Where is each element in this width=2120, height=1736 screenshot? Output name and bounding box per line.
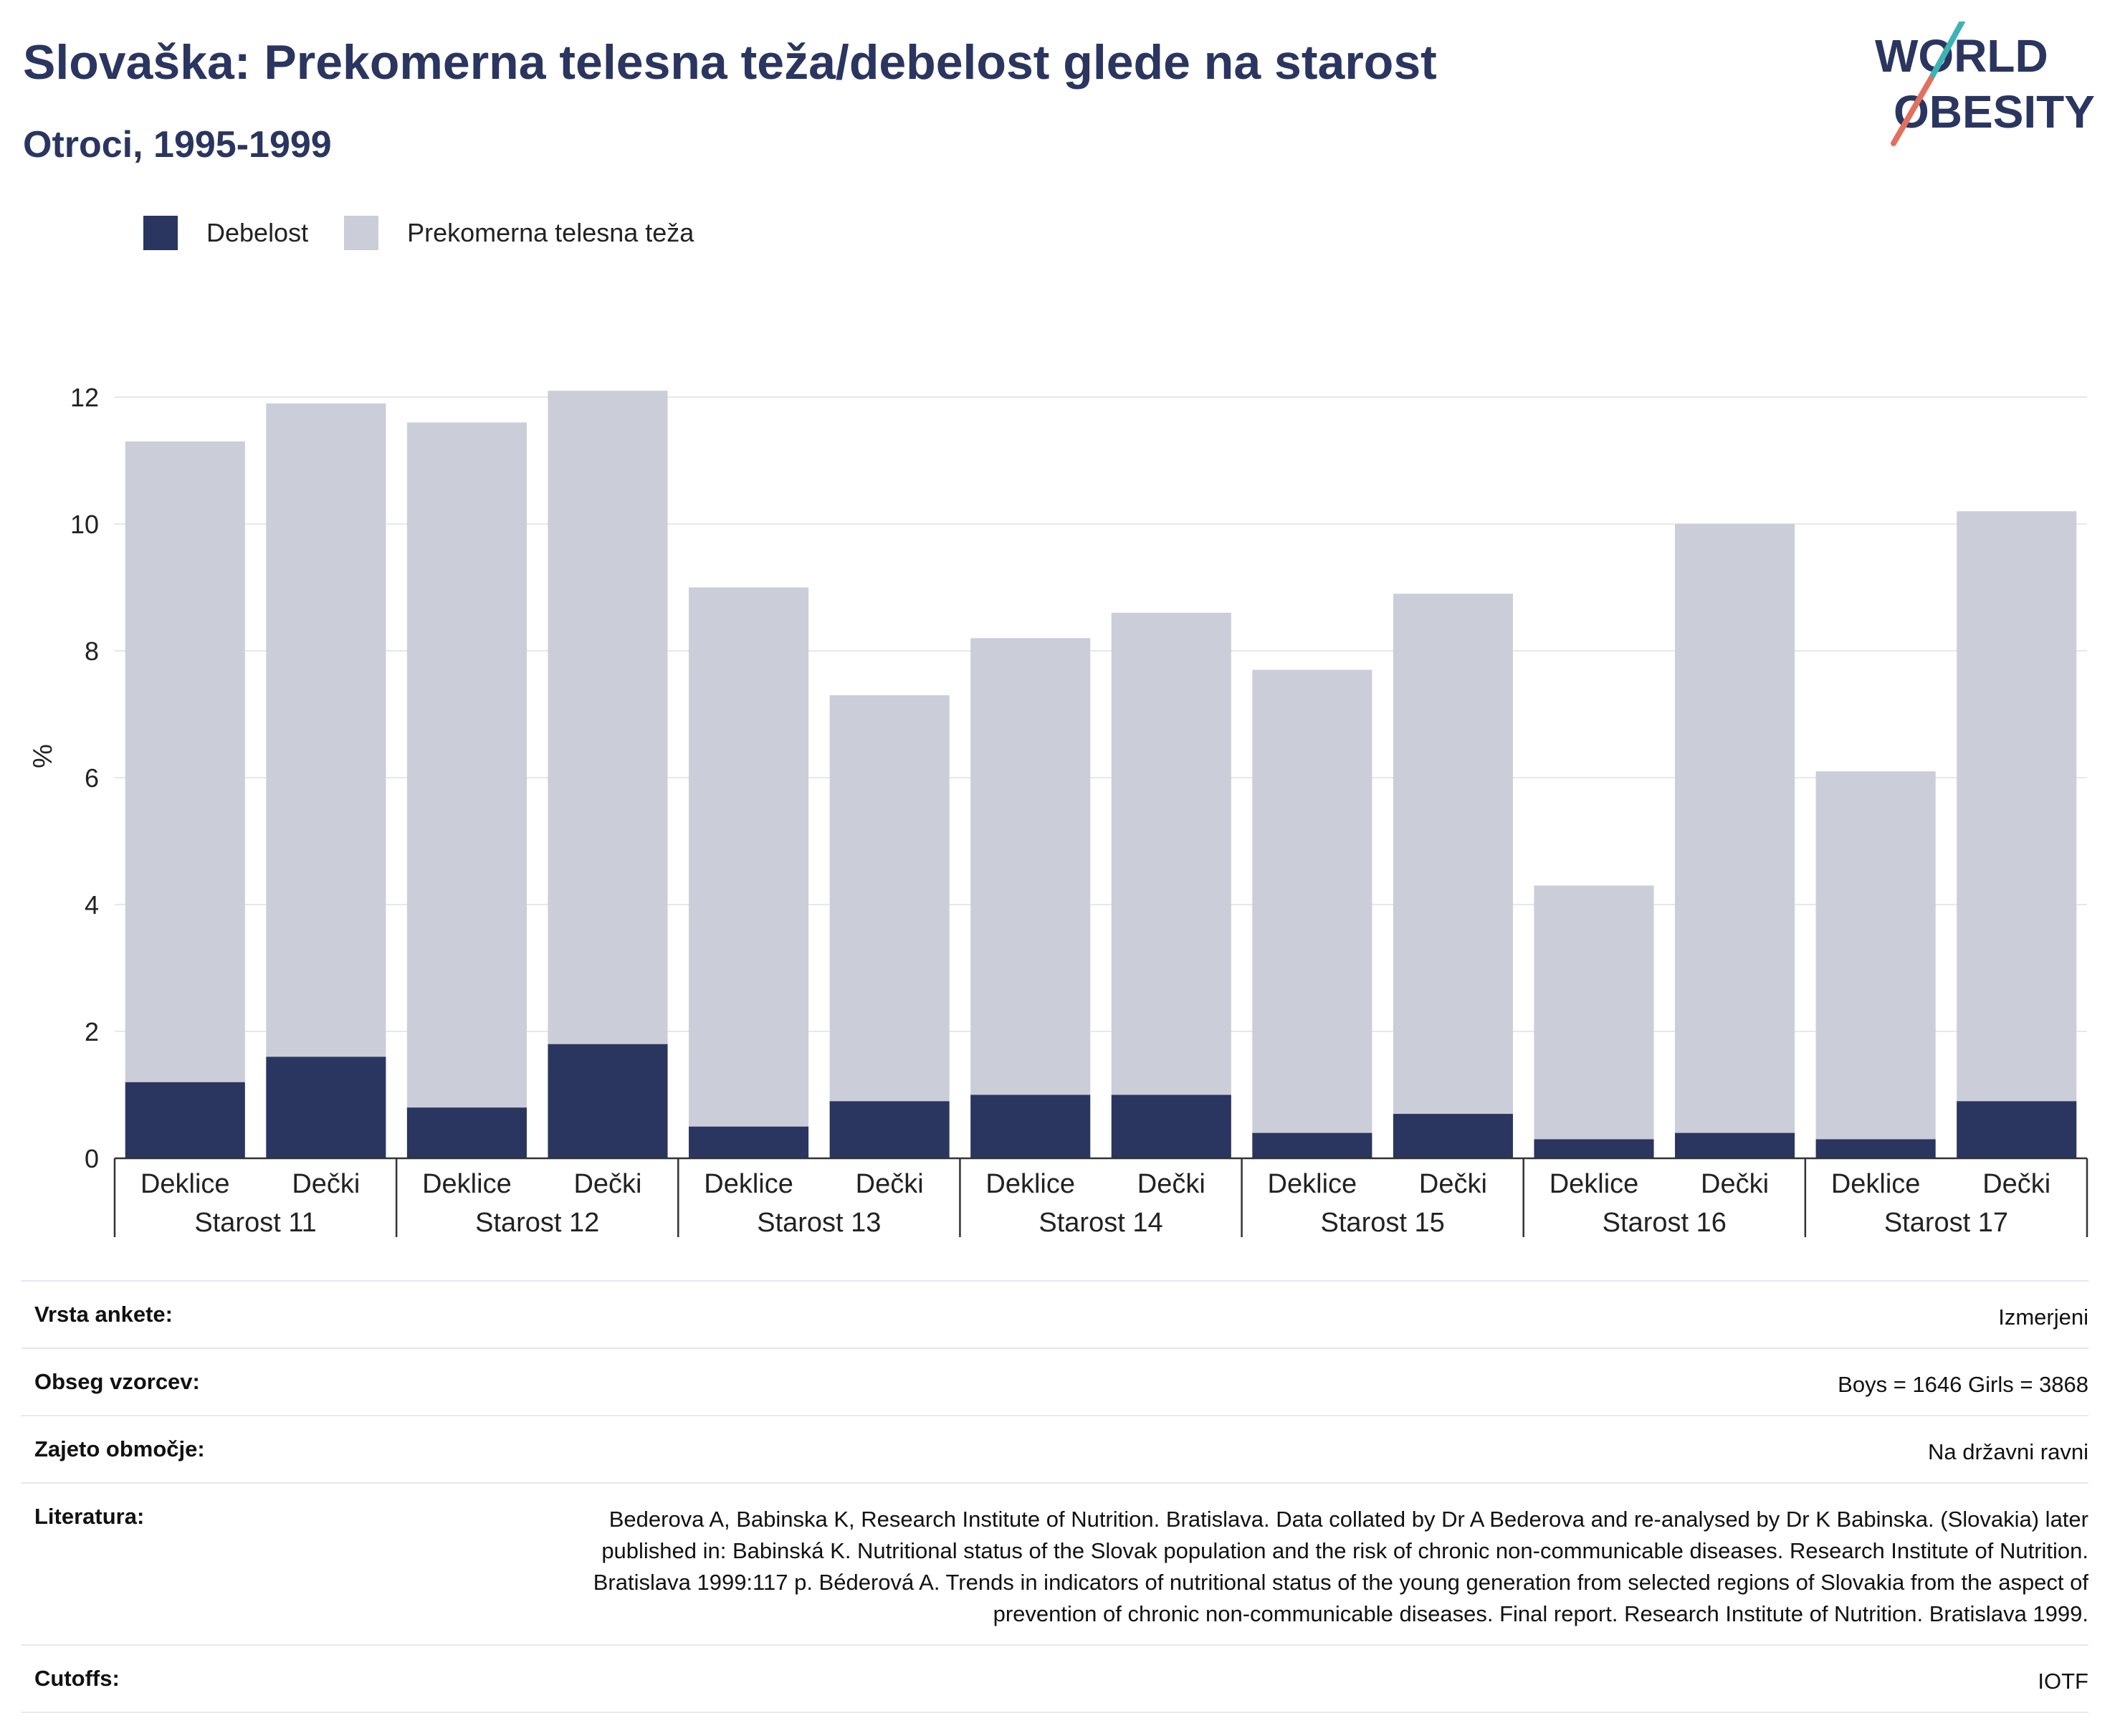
bar-overweight — [1393, 593, 1513, 1115]
bar-overweight — [266, 403, 386, 1057]
x-tick-label: Deklice — [704, 1169, 793, 1199]
bar-obese — [1815, 1139, 1936, 1158]
bar-overweight — [1534, 885, 1654, 1140]
bar-overweight — [1815, 771, 1936, 1140]
group-label: Starost 12 — [475, 1208, 599, 1238]
bar-obese — [829, 1101, 950, 1158]
x-tick-label: Deklice — [1550, 1169, 1639, 1199]
bar-obese — [1534, 1139, 1654, 1158]
chart-legend: Debelost Prekomerna telesna teža — [143, 215, 730, 251]
x-tick-label: Deklice — [1268, 1169, 1357, 1199]
chart-subtitle: Otroci, 1995-1999 — [23, 124, 332, 166]
group-label: Starost 17 — [1884, 1208, 2008, 1238]
x-tick-label: Dečki — [1419, 1169, 1487, 1199]
x-tick-label: Deklice — [140, 1169, 230, 1199]
bar-chart: 0 2 4 6 8 10 12% Deklice Dečki Deklice Dečki Deklic… — [28, 383, 2088, 1238]
svg-text:WORLD: WORLD — [1875, 30, 2048, 82]
x-tick-label: Deklice — [985, 1169, 1075, 1199]
bar-obese — [970, 1094, 1091, 1158]
info-row-survey-type: Vrsta ankete: Izmerjeni — [22, 1280, 2088, 1348]
bar-overweight — [829, 695, 950, 1102]
legend-label-overweight: Prekomerna telesna teža — [407, 218, 694, 247]
bar-overweight — [406, 422, 527, 1108]
y-axis-label: % — [28, 744, 58, 768]
bar-overweight — [548, 391, 668, 1044]
world-obesity-logo: WORLD OBESITY — [1875, 22, 2095, 146]
info-value: IOTF — [2038, 1669, 2088, 1694]
chart-title: Slovaška: Prekomerna telesna teža/debelo… — [23, 35, 1437, 90]
bar-overweight — [125, 441, 245, 1082]
group-label: Starost 13 — [757, 1208, 881, 1238]
info-label: Literatura: — [34, 1504, 145, 1530]
y-tick-label: 0 — [85, 1144, 99, 1173]
info-row-sample-size: Obseg vzorcev: Boys = 1646 Girls = 3868 — [22, 1348, 2088, 1415]
y-tick-label: 8 — [85, 636, 99, 666]
group-label: Starost 16 — [1603, 1208, 1727, 1238]
x-tick-label: Dečki — [856, 1169, 924, 1199]
bar-obese — [125, 1082, 245, 1158]
legend-swatch-obese — [143, 216, 178, 250]
bar-overweight — [1675, 524, 1795, 1133]
bar-obese — [406, 1107, 527, 1158]
bar-overweight — [1957, 511, 2077, 1102]
bar-obese — [1957, 1101, 2077, 1158]
legend-label-obese: Debelost — [206, 218, 309, 247]
x-tick-label: Dečki — [1137, 1169, 1205, 1199]
info-value: Bederova A, Babinska K, Research Institu… — [593, 1507, 2088, 1627]
bar-obese — [548, 1044, 668, 1158]
info-label: Vrsta ankete: — [34, 1302, 173, 1327]
info-label: Cutoffs: — [34, 1666, 120, 1692]
bar-overweight — [689, 587, 809, 1127]
legend-item-obese[interactable]: Debelost — [143, 216, 308, 250]
info-row-cutoffs: Cutoffs: IOTF — [22, 1644, 2088, 1714]
x-tick-label: Dečki — [1982, 1169, 2050, 1199]
info-value: Izmerjeni — [1998, 1305, 2088, 1330]
info-label: Zajeto območje: — [34, 1436, 205, 1462]
info-label: Obseg vzorcev: — [34, 1369, 200, 1395]
legend-item-overweight[interactable]: Prekomerna telesna teža — [344, 216, 694, 250]
group-label: Starost 11 — [194, 1208, 316, 1238]
bar-obese — [1111, 1094, 1231, 1158]
info-value: Boys = 1646 Girls = 3868 — [1838, 1372, 2088, 1398]
y-tick-label: 12 — [70, 383, 99, 412]
info-row-references: Literatura: Bederova A, Babinska K, Rese… — [22, 1482, 2088, 1644]
info-row-area-covered: Zajeto območje: Na državni ravni — [22, 1415, 2088, 1482]
x-tick-label: Dečki — [1701, 1169, 1769, 1199]
x-tick-label: Deklice — [422, 1169, 512, 1199]
y-tick-label: 10 — [70, 510, 99, 539]
legend-swatch-overweight — [344, 216, 379, 250]
bar-obese — [266, 1057, 386, 1158]
y-tick-label: 4 — [85, 890, 99, 920]
x-tick-label: Deklice — [1831, 1169, 1921, 1199]
bar-overweight — [1111, 612, 1231, 1095]
y-tick-label: 2 — [85, 1017, 99, 1046]
bar-overweight — [970, 638, 1091, 1095]
x-tick-label: Dečki — [292, 1169, 360, 1199]
bar-obese — [1252, 1132, 1372, 1158]
info-value: Na državni ravni — [1928, 1439, 2088, 1465]
bar-obese — [689, 1126, 809, 1158]
bar-obese — [1675, 1132, 1795, 1158]
group-label: Starost 15 — [1321, 1208, 1445, 1238]
group-label: Starost 14 — [1038, 1208, 1162, 1238]
bar-obese — [1393, 1114, 1513, 1158]
info-table: Vrsta ankete: Izmerjeni Obseg vzorcev: B… — [22, 1280, 2088, 1714]
svg-text:OBESITY: OBESITY — [1894, 86, 2095, 138]
bar-overweight — [1252, 669, 1372, 1133]
y-tick-label: 6 — [85, 763, 99, 793]
x-tick-label: Dečki — [573, 1169, 641, 1199]
